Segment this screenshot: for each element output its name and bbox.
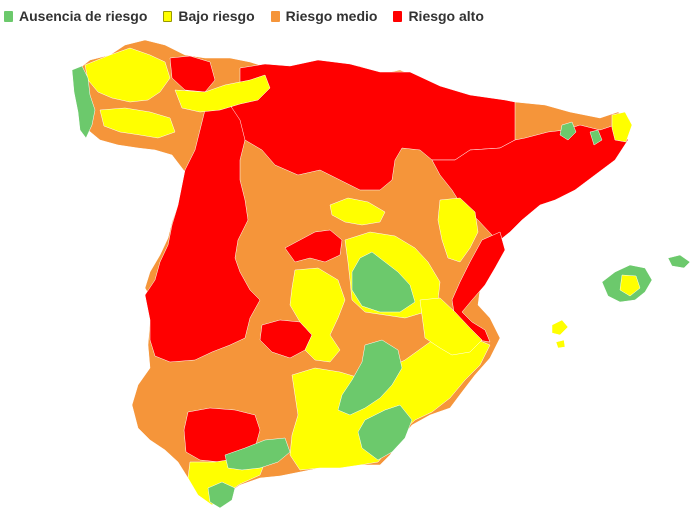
bajo-extremadura-e — [289, 267, 346, 363]
bajo-galicia — [84, 47, 171, 103]
alto-north — [229, 59, 516, 191]
ausencia-barcelona-pt — [589, 129, 603, 146]
bajo-cantabria — [174, 74, 271, 113]
bajo-swatch-icon — [163, 10, 173, 22]
legend-label-medio: Riesgo medio — [285, 8, 378, 24]
ibiza — [551, 319, 569, 336]
alto-valencia — [451, 231, 506, 343]
ausencia-granada — [357, 404, 413, 461]
legend-item-ausencia[interactable]: Ausencia de riesgo — [4, 8, 147, 24]
bajo-teruel — [437, 197, 479, 263]
menorca — [667, 254, 691, 269]
legend-label-bajo: Bajo riesgo — [178, 8, 255, 24]
legend-item-medio[interactable]: Riesgo medio — [270, 8, 378, 24]
ausencia-swatch-icon — [4, 10, 13, 22]
bajo-guadalajara — [329, 197, 386, 226]
alto-leon — [169, 55, 216, 93]
legend-item-alto[interactable]: Riesgo alto — [393, 8, 484, 24]
ausencia-malaga — [224, 437, 291, 471]
spain-risk-map — [71, 39, 691, 509]
ausencia-galicia-w — [71, 65, 96, 139]
alto-west — [144, 104, 261, 363]
ausencia-girona — [559, 121, 577, 141]
bajo-galicia-south — [99, 107, 176, 139]
legend-item-bajo[interactable]: Bajo riesgo — [163, 8, 255, 24]
medio-swatch-icon — [270, 10, 280, 22]
map-legend: Ausencia de riesgo Bajo riesgo Riesgo me… — [4, 6, 484, 26]
ausencia-cuenca — [351, 251, 416, 313]
alto-swatch-icon — [393, 10, 403, 22]
alto-northeast — [431, 123, 629, 241]
mallorca-center — [619, 274, 641, 297]
legend-label-ausencia: Ausencia de riesgo — [19, 8, 148, 24]
bajo-cataluna-coast — [611, 111, 633, 143]
alto-madrid — [284, 229, 343, 263]
ausencia-cadiz — [207, 481, 236, 509]
ausencia-jaen — [337, 339, 403, 416]
legend-label-alto: Riesgo alto — [408, 8, 484, 24]
formentera — [555, 339, 566, 349]
bajo-murcia — [419, 297, 483, 356]
